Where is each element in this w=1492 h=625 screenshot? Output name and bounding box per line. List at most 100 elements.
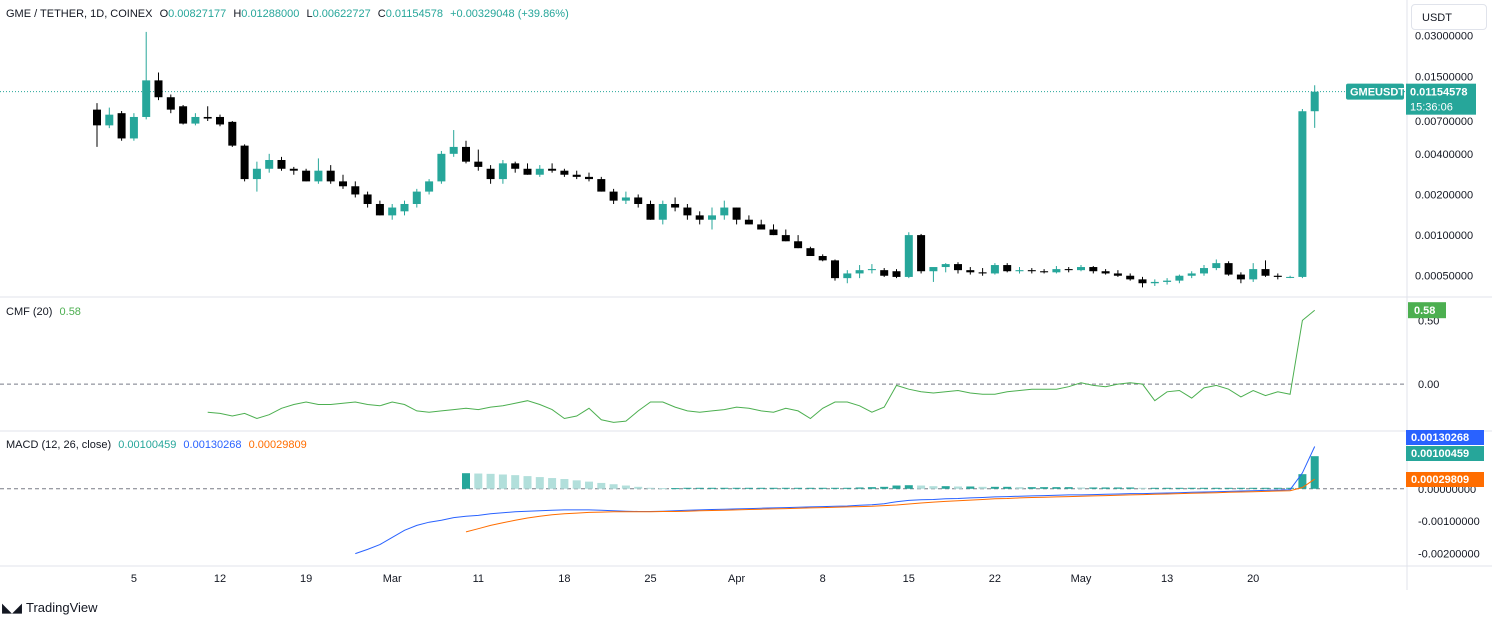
candle-body [277, 160, 286, 169]
tradingview-logo-icon: ◣◢ [2, 600, 22, 615]
currency-selector[interactable]: USDT [1411, 4, 1487, 30]
candle-body [806, 248, 815, 257]
macd-histogram-bar [621, 485, 630, 489]
time-axis-tick-label: 19 [300, 573, 312, 585]
candle-body [1027, 270, 1036, 272]
macd-histogram-bar [646, 487, 655, 489]
candle-body [1126, 275, 1135, 280]
close-value: 0.01154578 [385, 8, 444, 20]
macd-histogram-bar [794, 487, 803, 489]
candle-body [1175, 275, 1184, 281]
macd-histogram-bar [634, 486, 643, 489]
macd-histogram-bar [1126, 487, 1135, 489]
macd-histogram-bar [904, 485, 913, 489]
candle-body [1015, 270, 1024, 272]
tradingview-logo[interactable]: ◣◢ TradingView [2, 600, 98, 616]
time-axis-tick-label: 12 [214, 573, 226, 585]
price-axis-tick-label: 0.00050000 [1415, 271, 1473, 283]
candle-body [695, 215, 704, 220]
candle-body [105, 114, 114, 126]
candle-body [498, 163, 507, 180]
macd-histogram-bar [1077, 487, 1085, 489]
macd-histogram-bar [1113, 487, 1122, 489]
candle-body [326, 170, 335, 182]
macd-value-badge [1406, 472, 1484, 487]
candle-body [1101, 271, 1110, 274]
candle-body [966, 270, 975, 273]
candle-body [1113, 273, 1122, 276]
macd-signal-line [465, 478, 1315, 533]
candle-body [585, 176, 593, 180]
candle-body [904, 235, 913, 277]
candle-body [757, 224, 766, 230]
time-axis-tick-label: 22 [989, 573, 1001, 585]
macd-histogram-bar [560, 479, 569, 489]
candle-body [1187, 273, 1196, 276]
ticker-badge-text: GMEUSDT [1350, 87, 1405, 99]
candle-body [216, 116, 224, 125]
candle-body [1200, 268, 1208, 274]
macd-histogram-bar [941, 486, 950, 489]
macd-line [355, 446, 1316, 555]
macd-histogram-bar [1273, 487, 1282, 489]
candle-body [523, 168, 532, 175]
candle-body [634, 197, 643, 204]
candle-body [867, 269, 876, 271]
macd-histogram-bar [818, 487, 827, 489]
macd-histogram-bar [1150, 487, 1159, 489]
macd-histogram-bar [1236, 487, 1245, 489]
candle-body [351, 186, 360, 195]
candle-body [462, 146, 470, 162]
macd-histogram-bar [1212, 487, 1221, 489]
macd-histogram-bar [1200, 487, 1208, 489]
candle-body [412, 191, 421, 204]
candle-body [572, 174, 581, 177]
macd-line-value: 0.00130268 [183, 439, 242, 451]
candle-body [449, 146, 458, 154]
macd-histogram-bar [966, 486, 975, 489]
price-axis-tick-label: 0.00200000 [1415, 189, 1473, 201]
macd-histogram-bar [1286, 487, 1295, 489]
candle-body [240, 145, 249, 180]
cmf-name: CMF (20) [6, 306, 53, 318]
macd-histogram-bar [855, 487, 864, 489]
candle-body [548, 168, 557, 171]
macd-histogram-bar [1163, 487, 1172, 489]
candle-body [1163, 280, 1172, 282]
time-axis-tick-label: 11 [473, 573, 484, 585]
price-axis-tick-label: 0.01500000 [1415, 71, 1473, 83]
macd-histogram-bar [917, 485, 926, 489]
candle-body [597, 179, 606, 192]
price-badge-bg [1406, 83, 1476, 115]
candle-body [671, 203, 680, 208]
macd-histogram-bar [1310, 456, 1319, 489]
macd-histogram-bar [523, 476, 532, 489]
candle-body [302, 170, 311, 182]
symbol-title: GME / TETHER, 1D, COINEX [6, 8, 153, 20]
candle-body [658, 203, 667, 220]
high-label: H [233, 8, 242, 20]
ticker-badge-bg [1346, 83, 1404, 100]
candle-body [794, 241, 803, 249]
macd-histogram-bar [585, 481, 593, 489]
candle-body [1077, 267, 1085, 271]
price-legend: GME / TETHER, 1D, COINEX O0.00827177 H0.… [6, 8, 573, 20]
candle-body [191, 116, 200, 124]
candle-body [560, 170, 569, 175]
low-value: 0.00622727 [312, 8, 371, 20]
macd-histogram-bar [683, 487, 692, 489]
candle-body [990, 265, 999, 274]
candle-body [1052, 269, 1061, 273]
time-axis-tick-label: 25 [644, 573, 656, 585]
tradingview-text: TradingView [26, 600, 98, 615]
macd-histogram-bar [658, 488, 667, 490]
candle-body [1064, 269, 1073, 271]
cmf-value-badge-text: 0.58 [1414, 305, 1435, 317]
macd-histogram-bar [1003, 486, 1012, 489]
macd-value-badge-text: 0.00130268 [1411, 432, 1469, 444]
macd-histogram-bar [954, 486, 962, 489]
candle-body [142, 80, 151, 117]
candle-body [621, 197, 630, 201]
macd-histogram-bar [744, 487, 753, 489]
